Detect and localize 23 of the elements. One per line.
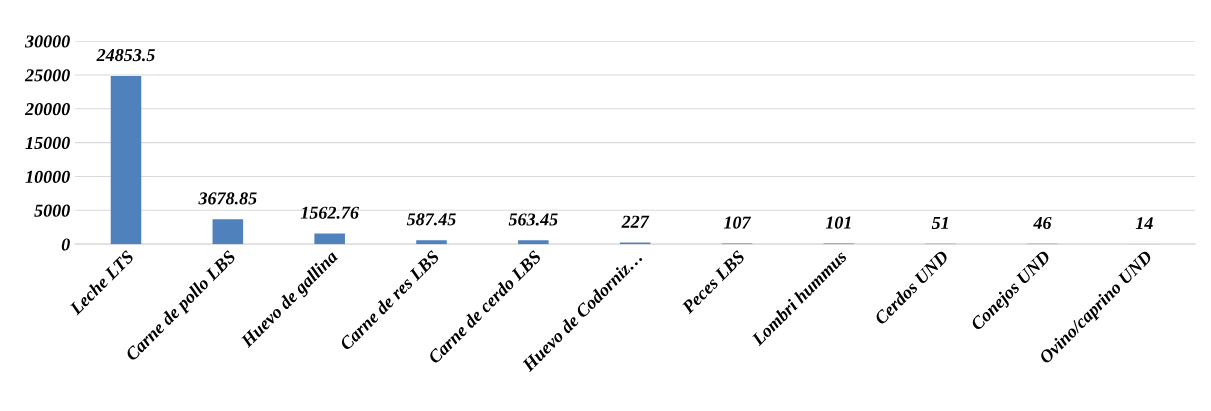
bar xyxy=(518,240,549,245)
data-label: 101 xyxy=(825,216,851,229)
data-label: 587.45 xyxy=(406,213,456,226)
bar xyxy=(416,240,447,245)
y-tick-label: 25000 xyxy=(24,69,70,82)
bar xyxy=(314,233,345,245)
y-tick-label: 10000 xyxy=(25,170,70,183)
y-tick-label: 0 xyxy=(61,238,70,251)
data-label: 1562.76 xyxy=(300,206,360,219)
y-tick-label: 5000 xyxy=(34,204,70,217)
data-label: 107 xyxy=(723,216,752,229)
data-label: 14 xyxy=(1135,217,1153,230)
data-label: 227 xyxy=(621,215,650,228)
y-tick-label: 20000 xyxy=(24,103,70,116)
data-label: 24853.5 xyxy=(96,48,155,62)
y-tick-label: 15000 xyxy=(25,136,70,150)
data-label: 3678.85 xyxy=(198,192,257,205)
bar xyxy=(110,75,142,245)
bar xyxy=(212,219,244,245)
data-label: 563.45 xyxy=(508,213,558,226)
data-label: 51 xyxy=(931,216,948,230)
data-label: 46 xyxy=(1033,216,1052,230)
y-tick-label: 30000 xyxy=(24,35,70,48)
